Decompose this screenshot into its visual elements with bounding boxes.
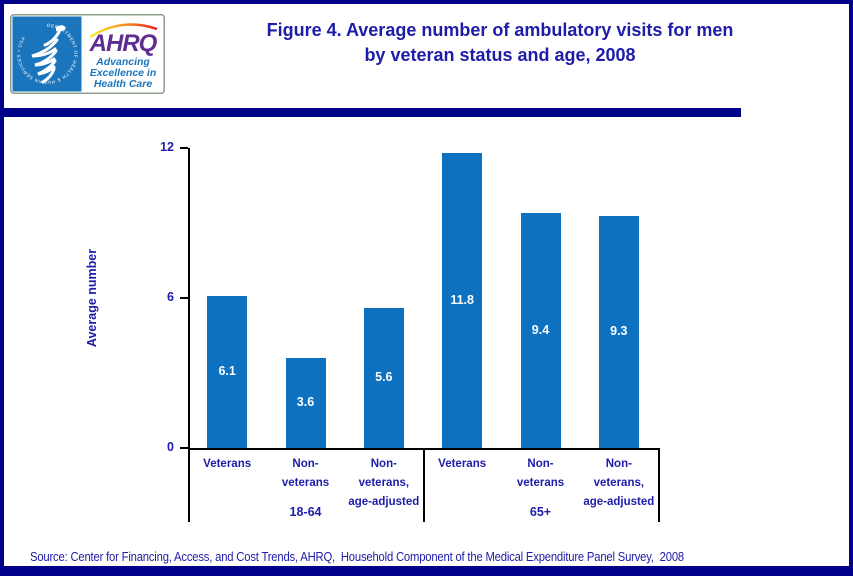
- bar: [207, 295, 248, 448]
- category-label: Non- veterans: [281, 458, 330, 489]
- bar-value-label: 5.6: [375, 370, 393, 384]
- y-tick-mark: [180, 447, 188, 449]
- bar-value-label: 9.3: [610, 323, 628, 338]
- ahrq-wordmark: AHRQ: [89, 30, 158, 57]
- y-tick-mark: [180, 297, 188, 299]
- hhs-eagle-icon: [31, 30, 61, 84]
- figure-title-line-1: Figure 4. Average number of ambulatory v…: [266, 20, 734, 40]
- y-axis-title: Average number: [85, 248, 99, 348]
- bar: [520, 213, 561, 448]
- bar-chart: 0 6 12 Average number 6.1 Veterans 3.6 Non- vet…: [0, 130, 853, 542]
- figure-title-line-2: by veteran status and age, 2008: [364, 45, 636, 65]
- group-label: 65+: [529, 505, 552, 519]
- group-divider: [423, 448, 425, 522]
- category-label: Non- veterans: [516, 458, 565, 489]
- group-divider: [658, 448, 660, 522]
- figure-title: Figure 4. Average number of ambulatory v…: [165, 18, 835, 68]
- category-label: Veterans: [438, 458, 487, 470]
- bar-value-label: 3.6: [296, 395, 315, 409]
- bar-value-label: 11.8: [450, 292, 474, 307]
- ahrq-tagline: Advancing Excellence in Health Care: [90, 56, 157, 90]
- bar: [363, 308, 404, 448]
- y-tick-label: 12: [160, 140, 174, 154]
- category-label: Non- veterans, age-adjusted: [348, 458, 420, 508]
- bar-value-label: 6.1: [218, 363, 236, 378]
- group-label: 18-64: [289, 505, 322, 519]
- ahrq-hhs-logo: DEPARTMENT OF HEALTH & HUMAN SERVICES • …: [10, 14, 165, 94]
- tagline-line-2: Excellence in: [90, 67, 157, 79]
- y-tick-mark: [180, 147, 188, 149]
- header-divider-bar: [0, 108, 741, 117]
- tagline-line-3: Health Care: [94, 78, 153, 90]
- ahrq-hhs-logo-svg: DEPARTMENT OF HEALTH & HUMAN SERVICES • …: [10, 14, 165, 94]
- hhs-eagle-head: [56, 25, 66, 32]
- bar: [285, 358, 326, 448]
- category-label: Veterans: [203, 458, 252, 470]
- source-note: Source: Center for Financing, Access, an…: [30, 550, 685, 564]
- y-tick-label: 0: [167, 440, 174, 454]
- bar: [442, 153, 483, 448]
- rainbow-arc: [89, 23, 158, 39]
- bottom-bar: [0, 566, 853, 576]
- tagline-line-1: Advancing: [95, 56, 150, 68]
- category-label: Non- veterans, age-adjusted: [583, 458, 655, 508]
- bar: [598, 215, 639, 448]
- bar-value-label: 9.4: [531, 322, 550, 337]
- y-axis-line: [188, 148, 190, 522]
- y-tick-label: 6: [167, 290, 174, 304]
